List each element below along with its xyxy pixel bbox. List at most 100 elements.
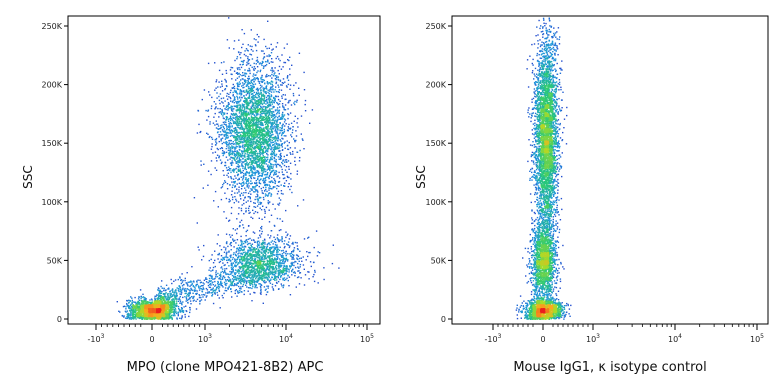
event-dot — [274, 254, 276, 256]
event-dot — [253, 186, 255, 188]
event-dot — [249, 266, 251, 268]
event-dot — [272, 114, 275, 116]
event-dot — [128, 301, 130, 304]
event-dot — [247, 77, 249, 80]
event-dot — [281, 253, 284, 255]
event-dot — [189, 285, 191, 287]
event-dot — [290, 252, 293, 255]
event-dot — [232, 141, 234, 143]
event-dot — [269, 118, 271, 120]
event-dot — [274, 77, 277, 80]
event-dot — [226, 118, 228, 120]
event-dot — [278, 274, 280, 276]
event-dot — [215, 157, 217, 159]
event-dot — [250, 89, 252, 91]
event-dot — [230, 262, 233, 264]
event-dot — [239, 155, 242, 158]
event-dot — [248, 137, 251, 140]
event-dot — [242, 158, 244, 160]
event-dot — [268, 209, 270, 211]
event-dot — [251, 173, 253, 175]
event-dot — [257, 251, 259, 254]
event-dot — [249, 257, 252, 259]
event-dot — [290, 153, 292, 155]
event-dot — [290, 262, 292, 264]
event-dot — [261, 175, 263, 177]
event-dot — [234, 105, 236, 107]
event-dot — [242, 194, 244, 196]
event-dot — [211, 275, 213, 277]
event-dot — [235, 112, 237, 115]
event-dot — [245, 172, 247, 174]
event-dot — [246, 180, 248, 183]
event-dot — [245, 235, 247, 237]
event-dot — [267, 278, 269, 280]
event-dot — [274, 179, 276, 181]
event-dot — [288, 271, 290, 273]
event-dot — [138, 303, 140, 305]
event-dot — [254, 99, 256, 101]
event-dot — [229, 260, 232, 262]
event-dot — [130, 303, 132, 306]
event-dot — [219, 147, 222, 150]
event-dot — [252, 86, 254, 89]
event-dot — [287, 79, 290, 81]
event-dot — [288, 59, 290, 62]
event-dot — [281, 237, 283, 239]
event-dot — [273, 173, 276, 175]
event-dot — [239, 68, 241, 71]
event-dot — [262, 242, 264, 244]
event-dot — [278, 171, 280, 174]
event-dot — [259, 203, 262, 205]
event-dot — [283, 128, 285, 131]
event-dot — [230, 132, 232, 134]
event-dot — [209, 274, 212, 276]
event-dot — [276, 193, 279, 195]
event-dot — [255, 91, 258, 94]
event-dot — [255, 141, 257, 143]
event-dot — [261, 60, 264, 63]
event-dot — [289, 84, 292, 86]
event-dot — [281, 143, 283, 145]
event-dot — [266, 184, 269, 186]
event-dot — [252, 209, 254, 211]
event-dot — [307, 237, 309, 239]
event-dot — [241, 112, 243, 115]
event-dot — [247, 156, 250, 158]
event-dot — [274, 271, 276, 274]
event-dot — [266, 82, 268, 84]
event-dot — [265, 140, 267, 142]
event-dot — [234, 229, 237, 231]
event-dot — [227, 143, 230, 145]
event-dot — [269, 251, 271, 253]
event-dot — [260, 284, 263, 287]
event-dot — [237, 135, 239, 137]
event-dot — [230, 254, 232, 256]
event-dot — [258, 185, 260, 188]
event-dot — [260, 101, 263, 103]
event-dot — [260, 123, 262, 125]
event-dot — [261, 248, 263, 250]
event-dot — [203, 288, 205, 290]
event-dot — [151, 299, 153, 301]
event-dot — [263, 65, 265, 67]
event-dot — [220, 187, 222, 189]
event-dot — [250, 115, 253, 117]
event-dot — [239, 132, 241, 134]
event-dot — [242, 169, 244, 172]
event-dot — [241, 29, 243, 31]
event-dot — [241, 165, 243, 167]
event-dot — [264, 216, 266, 218]
event-dot — [219, 159, 222, 161]
event-dot — [220, 275, 222, 277]
event-dot — [252, 142, 254, 144]
event-dot — [255, 189, 257, 191]
event-dot — [123, 316, 125, 318]
event-dot — [234, 258, 236, 260]
event-dot — [246, 255, 248, 258]
event-dot — [285, 135, 287, 137]
event-dot — [242, 129, 245, 131]
event-dot — [252, 108, 254, 110]
event-dot — [256, 254, 259, 256]
event-dot — [256, 152, 259, 155]
